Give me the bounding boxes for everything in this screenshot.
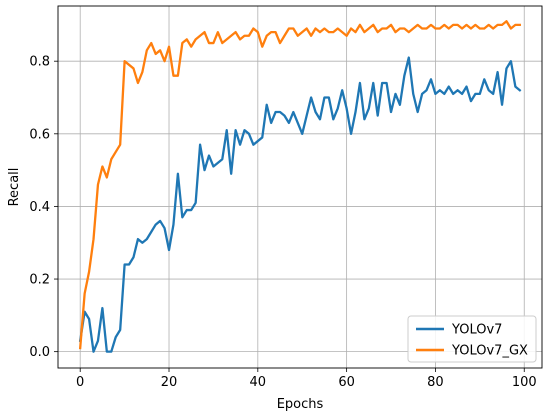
y-tick-label: 0.6: [29, 127, 50, 142]
series-line-yolov7-gx: [78, 20, 521, 350]
x-tick-label: 60: [338, 375, 355, 390]
x-tick-label: 80: [427, 375, 444, 390]
legend-label-yolov7-gx: YOLOv7_GX: [451, 344, 528, 359]
x-tick-label: 100: [512, 375, 537, 390]
y-tick-label: 0.8: [29, 55, 50, 70]
plot-frame: [57, 5, 543, 369]
y-axis-label: Recall: [7, 168, 22, 207]
grid: [58, 6, 542, 368]
x-tick-label: 0: [76, 375, 84, 390]
legend: YOLOv7 YOLOv7_GX: [407, 315, 537, 363]
y-tick-label: 0.4: [29, 200, 50, 215]
y-tick-label: 0.2: [29, 273, 50, 288]
x-tick-label: 20: [161, 375, 178, 390]
ticks: 0 20 40 60 80 100 0.0 0.2 0.4 0.6 0.8: [29, 55, 536, 390]
x-axis-label: Epochs: [277, 397, 324, 412]
series-line-yolov7: [78, 56, 522, 353]
legend-label-yolov7: YOLOv7: [451, 323, 502, 338]
y-tick-label: 0.0: [29, 345, 50, 360]
x-tick-label: 40: [250, 375, 267, 390]
series-lines: [78, 20, 522, 353]
